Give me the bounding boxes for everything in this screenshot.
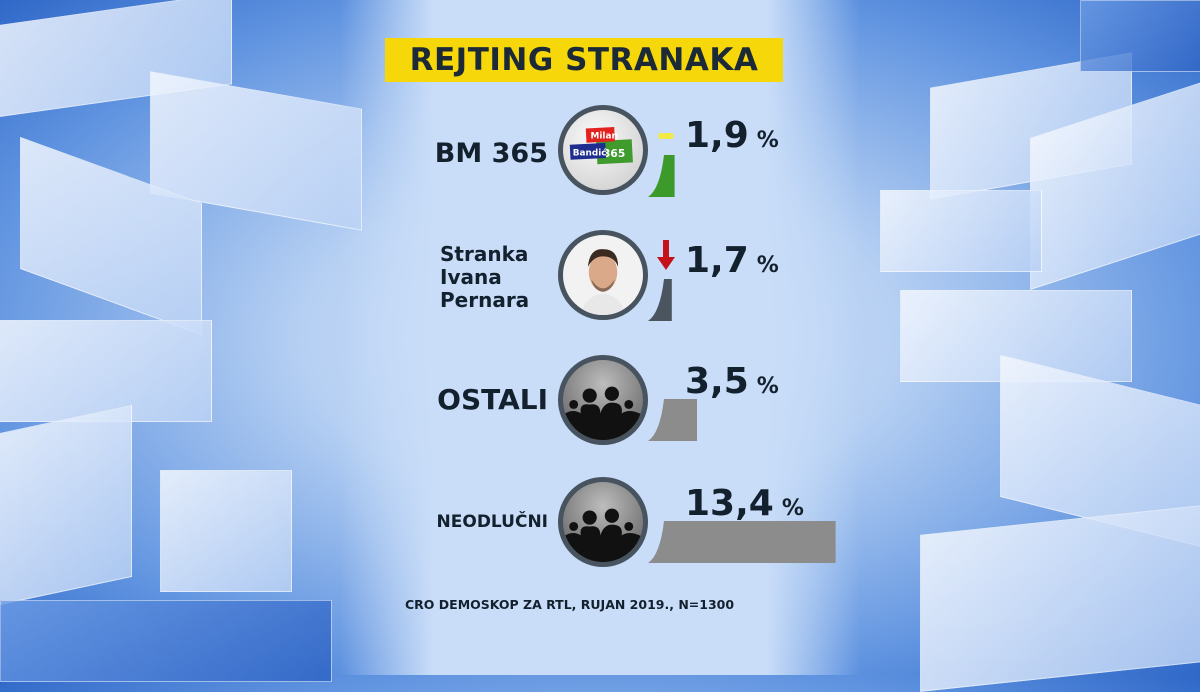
svg-text:Bandić: Bandić — [573, 147, 607, 158]
value: 3,5 — [685, 361, 749, 402]
bg-cube — [0, 320, 212, 422]
value: 1,9 — [685, 115, 749, 156]
value-label-ostali: 3,5% — [685, 361, 779, 402]
crowd-image-ostali — [558, 355, 648, 445]
bg-cube — [1080, 0, 1200, 72]
crowd-silhouette-icon — [563, 508, 643, 562]
party-logo-bm365: 365 Milan Bandić — [558, 105, 648, 195]
bg-cube — [880, 190, 1042, 272]
label-line: Pernara — [440, 288, 530, 312]
person-portrait-icon — [580, 249, 626, 315]
bar-3 — [648, 521, 836, 563]
value-label-bm365: 1,9% — [685, 115, 779, 156]
bg-cube — [160, 470, 292, 592]
unit: % — [756, 253, 779, 278]
label-line: Ivana — [440, 265, 502, 289]
value-label-neodlucni: 13,4% — [685, 483, 804, 524]
portrait-pernar — [558, 230, 648, 320]
value: 13,4 — [685, 483, 774, 524]
source-note: CRO DEMOSKOP ZA RTL, RUJAN 2019., N=1300 — [405, 597, 735, 612]
category-label-bm365: BM 365 — [434, 138, 548, 169]
unit: % — [781, 496, 804, 521]
category-label-ostali: OSTALI — [437, 383, 548, 416]
svg-text:Milan: Milan — [591, 131, 618, 141]
svg-text:365: 365 — [603, 147, 625, 160]
value: 1,7 — [685, 240, 749, 281]
bar-1 — [648, 279, 672, 321]
crowd-silhouette-icon — [563, 386, 643, 440]
unit: % — [756, 374, 779, 399]
bg-cube — [0, 600, 332, 682]
trend-down-arrow-icon — [657, 240, 675, 270]
bar-2 — [648, 399, 697, 441]
bm365-logo-icon: 365 Milan Bandić — [569, 127, 633, 165]
chart-title: REJTING STRANAKA — [385, 38, 783, 82]
trend-unchanged-icon — [658, 133, 674, 139]
bar-0 — [648, 155, 675, 197]
value-label-pernar: 1,7% — [685, 240, 779, 281]
crowd-image-neodlucni — [558, 477, 648, 567]
category-label-pernar: Stranka Ivana Pernara — [440, 243, 529, 312]
category-label-neodlucni: NEODLUČNI — [436, 512, 548, 532]
unit: % — [756, 128, 779, 153]
label-line: Stranka — [440, 242, 529, 266]
bars-layer — [648, 133, 836, 563]
